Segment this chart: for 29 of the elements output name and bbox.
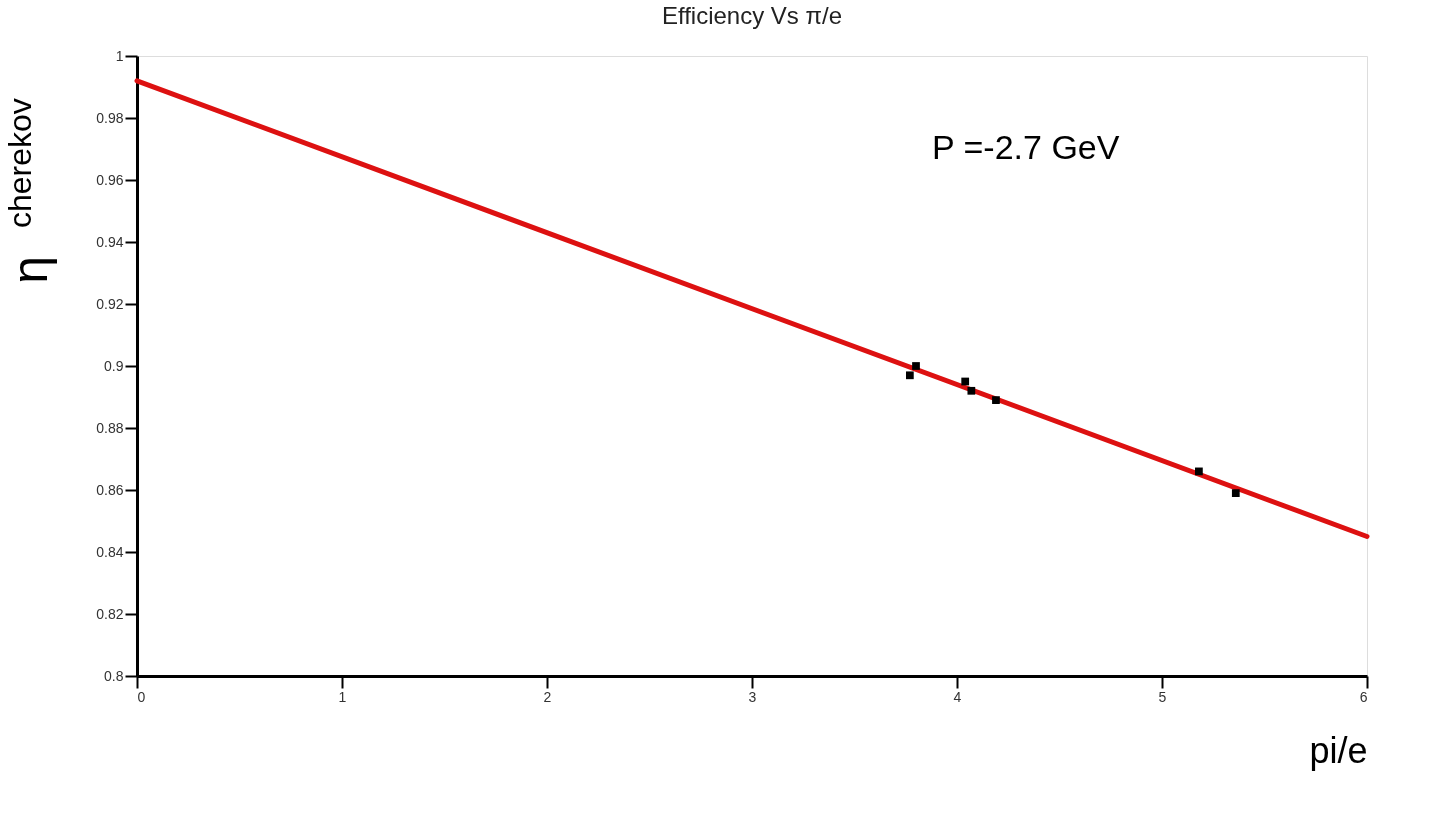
y-tick-label: 0.96 [96, 171, 124, 188]
y-tick-label: 0.9 [104, 357, 124, 374]
y-tick-label: 0.92 [96, 295, 124, 312]
y-tick-label: 0.98 [96, 109, 124, 126]
annotation: P =-2.7 GeV [932, 128, 1120, 166]
x-axis-title: pi/e [1309, 729, 1368, 771]
point [992, 396, 1000, 404]
x-tick-label: 4 [953, 688, 962, 705]
x-tick-label: 2 [543, 688, 552, 705]
y-tick-label: 0.8 [104, 667, 124, 684]
y-tick-label: 0.88 [96, 419, 124, 436]
point [961, 377, 970, 386]
point [1231, 489, 1240, 497]
y-axis-title: ηcherekov [2, 98, 58, 284]
x-tick-label: 1 [338, 688, 347, 705]
x-tick-label: 6 [1359, 688, 1368, 705]
x-tick-label: 5 [1158, 688, 1167, 705]
point [905, 371, 914, 380]
y-tick-label: 0.84 [96, 543, 124, 560]
y-tick-label: 0.94 [96, 233, 124, 250]
x-tick-label: 0 [137, 688, 146, 705]
y-tick-label: 0.82 [96, 605, 124, 622]
y-tick-label: 0.86 [96, 481, 124, 498]
x-tick-label: 3 [748, 688, 757, 705]
point [912, 362, 920, 370]
point [967, 386, 976, 395]
chart-title: Efficiency Vs π/e [661, 2, 843, 29]
y-tick-label: 1 [115, 47, 124, 64]
point [1195, 467, 1203, 476]
